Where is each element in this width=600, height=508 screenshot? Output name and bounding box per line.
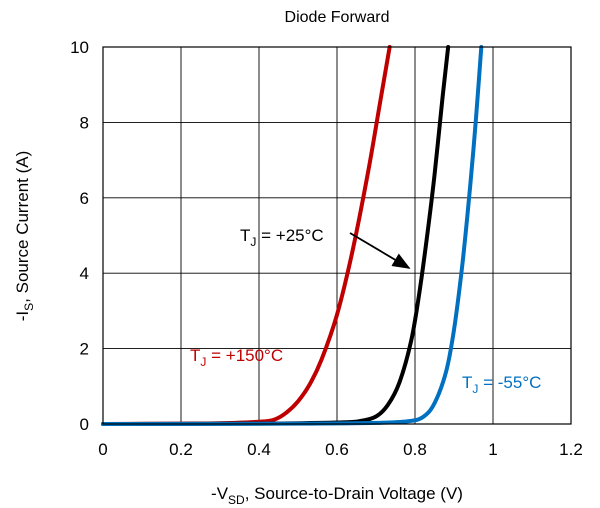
- tick-labels: 0 0.2 0.4 0.6 0.8 1 1.2 0 2 4 6 8 10: [70, 38, 583, 459]
- y-tick-label: 10: [70, 38, 89, 57]
- x-tick-label: 0.6: [325, 440, 349, 459]
- series-line-2: [101, 45, 484, 426]
- x-tick-label: 0.8: [403, 440, 427, 459]
- label-25c: TJ = +25°C: [240, 226, 324, 249]
- label-minus55c: TJ = -55°C: [462, 373, 541, 396]
- series-lines: [101, 45, 484, 426]
- x-axis-title: -VSD, Source-to-Drain Voltage (V): [211, 484, 463, 507]
- x-tick-label: 1: [488, 440, 497, 459]
- x-tick-label: 0: [98, 440, 107, 459]
- x-tick-label: 0.4: [247, 440, 271, 459]
- y-tick-label: 4: [80, 264, 89, 283]
- y-tick-label: 8: [80, 113, 89, 132]
- y-axis-title: -IS, Source Current (A): [13, 151, 36, 322]
- y-tick-label: 2: [80, 340, 89, 359]
- y-tick-label: 6: [80, 189, 89, 208]
- grid: [102, 46, 572, 425]
- x-tick-label: 0.2: [169, 440, 193, 459]
- plot-frame: [102, 46, 572, 425]
- chart-title: Diode Forward: [285, 9, 390, 26]
- y-tick-label: 0: [80, 415, 89, 434]
- x-tick-label: 1.2: [559, 440, 583, 459]
- annotation-arrow: [349, 232, 411, 269]
- label-150c: TJ = +150°C: [190, 346, 283, 369]
